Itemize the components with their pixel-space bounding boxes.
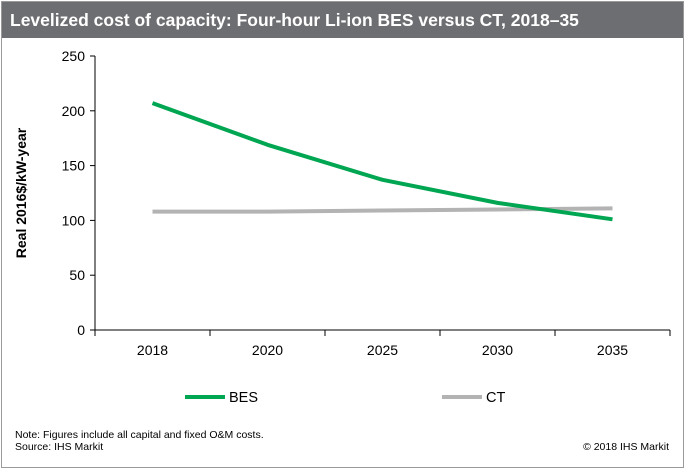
note-text: Note: Figures include all capital and fi… (15, 429, 264, 441)
series-line-bes (151, 101, 613, 222)
chart-footnote: Note: Figures include all capital and fi… (15, 429, 264, 453)
copyright-text: © 2018 IHS Markit (583, 441, 669, 453)
y-tick-label: 50 (69, 267, 85, 283)
chart-title: Levelized cost of capacity: Four-hour Li… (2, 2, 683, 38)
chart-axes (94, 56, 670, 331)
legend-label-bes: BES (229, 390, 258, 406)
y-tick-label: 100 (62, 212, 86, 228)
y-tick-label: 200 (62, 103, 86, 119)
chart-legend: BES CT (185, 390, 505, 406)
x-tick-label: 2018 (137, 342, 168, 358)
legend-label-ct: CT (486, 390, 505, 406)
x-tick-label: 2035 (597, 342, 628, 358)
x-tick-group: 2018 2020 2025 2030 2035 (94, 330, 671, 358)
x-tick-label: 2030 (482, 342, 513, 358)
x-tick-label: 2020 (252, 342, 283, 358)
y-tick-label: 150 (62, 158, 86, 174)
y-tick-label: 0 (77, 322, 85, 338)
y-tick-label: 250 (62, 48, 86, 64)
series-group (151, 101, 613, 222)
y-tick-group: 0 50 100 150 200 250 (62, 48, 95, 338)
source-text: Source: IHS Markit (15, 441, 104, 453)
y-axis-label: Real 2016$/kW-year (13, 127, 29, 258)
x-tick-label: 2025 (367, 342, 398, 358)
